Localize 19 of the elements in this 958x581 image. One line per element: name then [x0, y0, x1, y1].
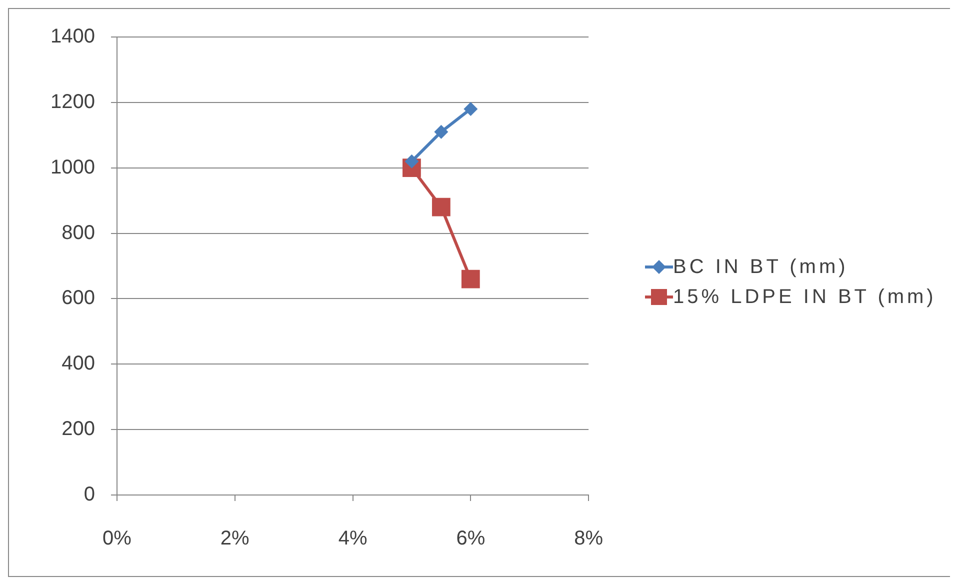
- y-tick-label: 0: [84, 484, 95, 506]
- y-tick-label: 200: [62, 418, 95, 440]
- x-tick-label: 2%: [220, 528, 250, 550]
- x-tick-label: 8%: [574, 528, 604, 550]
- point: [461, 270, 480, 288]
- y-tick-label: 1400: [50, 26, 95, 48]
- point: [434, 124, 448, 139]
- y-tick-label: 400: [62, 352, 95, 375]
- x-tick-label: 4%: [338, 528, 368, 550]
- y-tick-label: 800: [62, 222, 95, 244]
- point: [432, 198, 450, 216]
- x-tick-label: 0%: [102, 528, 132, 550]
- point: [464, 102, 478, 116]
- y-tick-label: 1200: [50, 90, 95, 113]
- y-tick-label: 600: [62, 287, 95, 310]
- y-tick-label: 1000: [50, 156, 95, 178]
- legend-label: 15% LDPE IN BT (mm): [673, 286, 936, 308]
- legend-label: BC IN BT (mm): [673, 256, 848, 278]
- x-tick-label: 6%: [456, 528, 486, 550]
